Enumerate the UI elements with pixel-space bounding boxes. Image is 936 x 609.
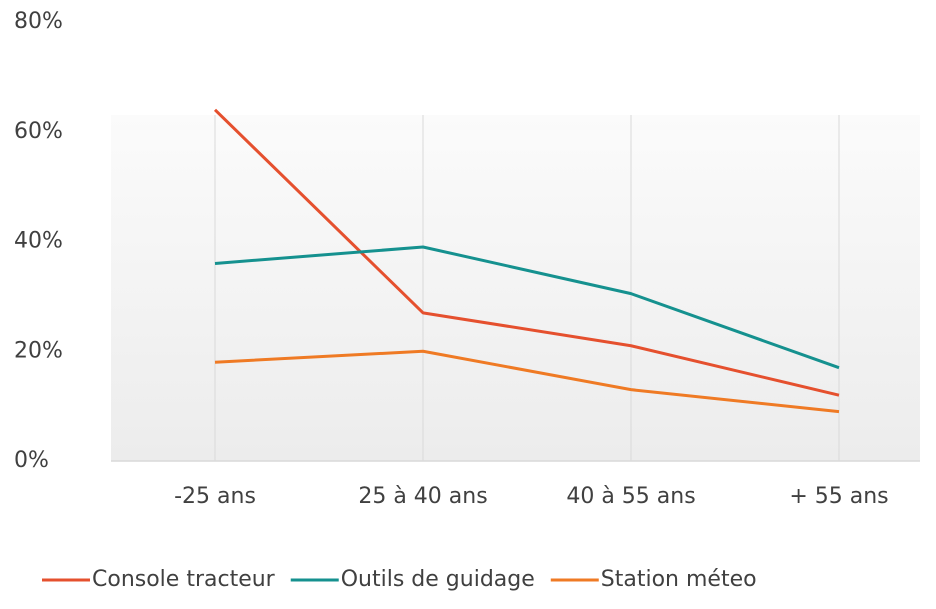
x-tick-label: + 55 ans bbox=[789, 484, 888, 509]
legend-label: Console tracteur bbox=[92, 567, 276, 592]
y-tick-label: 0% bbox=[14, 448, 49, 473]
legend-label: Outils de guidage bbox=[341, 567, 535, 592]
x-tick-label: 40 à 55 ans bbox=[566, 484, 695, 509]
x-tick-label: -25 ans bbox=[174, 484, 256, 509]
series-line bbox=[213, 108, 840, 397]
plot-background bbox=[111, 115, 920, 461]
legend-label: Station méteo bbox=[601, 567, 757, 592]
x-tick-label: 25 à 40 ans bbox=[358, 484, 487, 509]
y-tick-label: 20% bbox=[14, 338, 63, 363]
series-line bbox=[214, 349, 840, 414]
y-tick-label: 40% bbox=[14, 229, 63, 254]
series-line bbox=[214, 245, 840, 370]
y-tick-label: 60% bbox=[14, 119, 63, 144]
y-tick-label: 80% bbox=[14, 9, 63, 34]
